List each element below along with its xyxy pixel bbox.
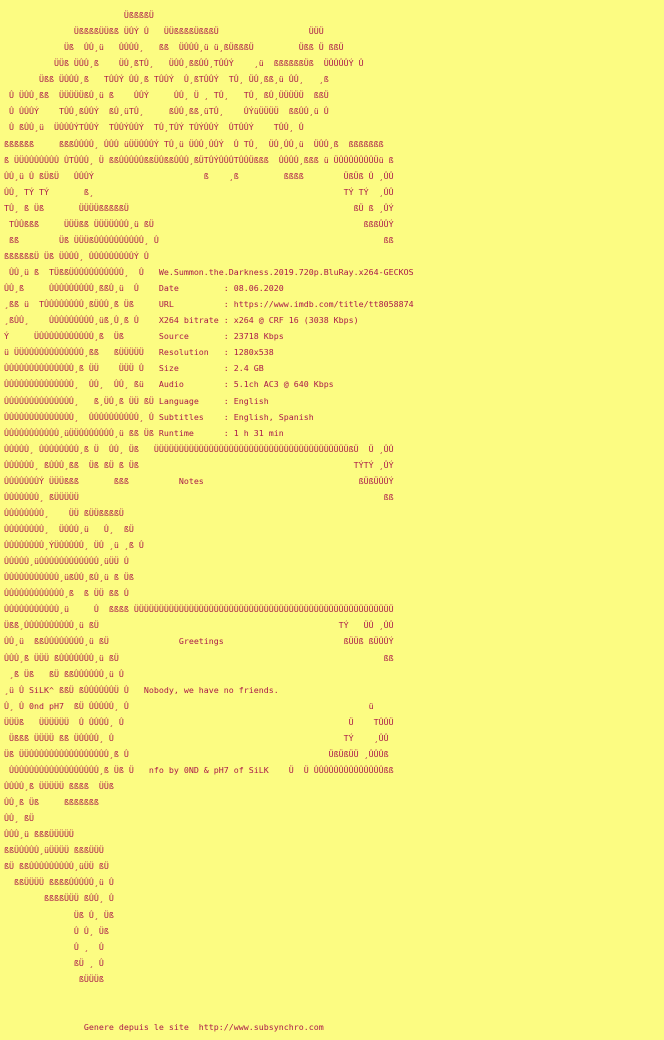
nfo-document-text: ÜßßßßÜ ÜßßßßÜÜßß ÜÛÝ Û ÜÜßßßßÜßßßÜ ÜÜÜ Ü… [4, 10, 414, 1032]
nfo-page: ÜßßßßÜ ÜßßßßÜÜßß ÜÛÝ Û ÜÜßßßßÜßßßÜ ÜÜÜ Ü… [4, 10, 414, 1032]
